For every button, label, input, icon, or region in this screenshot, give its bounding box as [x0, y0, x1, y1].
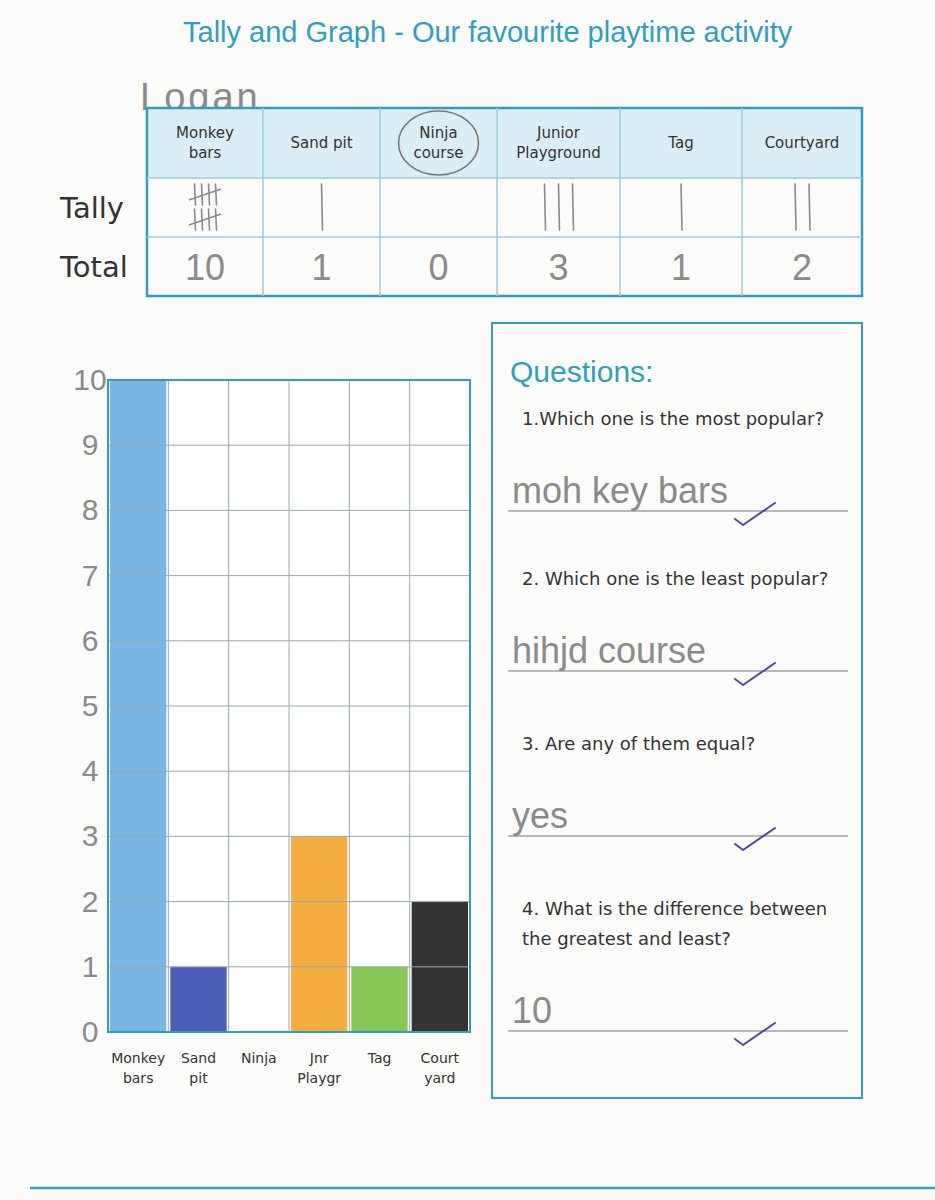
questions-frame [492, 323, 862, 1098]
y-tick-label: 1 [82, 950, 99, 983]
x-tick-label: Courtyard [421, 1050, 460, 1086]
answer-text: yes [512, 795, 568, 836]
tally-stroke [202, 184, 203, 205]
grid-line [108, 836, 470, 837]
table-col-line [496, 108, 498, 296]
y-tick-label: 2 [82, 885, 99, 918]
total-value: 2 [792, 247, 812, 288]
grid-line [108, 706, 470, 707]
check-mark [735, 1023, 775, 1045]
bar-chart: 0 1 2 3 4 5 6 7 8 9 10 Monkeybars Sandpit Ninja JnrPla… [73, 363, 470, 1086]
table-col-line [619, 108, 621, 296]
worksheet-title: Tally and Graph - Our favourite playtime… [183, 16, 793, 48]
footer-line [30, 1187, 935, 1190]
y-tick-label: 6 [82, 624, 99, 657]
column-head: Sand pit [290, 134, 352, 152]
grid-line [108, 771, 470, 772]
answer-text: 10 [512, 990, 552, 1031]
question-text: 2. Which one is the least popular? [522, 568, 828, 589]
y-tick-label: 0 [82, 1015, 99, 1048]
grid-line [108, 510, 470, 511]
y-tick-label: 5 [82, 689, 99, 722]
x-tick-label: Monkeybars [111, 1050, 165, 1086]
total-value: 0 [428, 247, 448, 288]
column-head: Monkeybars [176, 124, 234, 162]
plot-bg [108, 380, 470, 1032]
grid-line [108, 901, 470, 902]
tally-stroke [216, 209, 217, 230]
questions-title: Questions: [510, 355, 653, 388]
y-tick-label: 4 [82, 754, 99, 787]
question-text: 1.Which one is the most popular? [522, 408, 824, 429]
grid-line [108, 966, 470, 967]
bar [291, 836, 347, 1032]
tally-stroke [190, 189, 221, 200]
answer-text: hihjd course [512, 630, 706, 671]
x-tick-label: Tag [367, 1050, 392, 1066]
questions-box: Questions: 1.Which one is the most popula… [492, 323, 862, 1098]
table-row-line [147, 177, 862, 179]
total-value: 1 [671, 247, 691, 288]
tally-stroke [681, 184, 682, 230]
tally-stroke [545, 184, 546, 230]
grid-line [108, 640, 470, 641]
tally-stroke [195, 209, 196, 230]
x-tick-label: Sandpit [181, 1050, 216, 1086]
table-border [147, 108, 862, 296]
tally-stroke [209, 209, 210, 230]
x-tick-label: JnrPlaygr [297, 1050, 341, 1086]
table-col-line [741, 108, 743, 296]
grid-line [108, 575, 470, 576]
check-mark [735, 503, 775, 525]
x-tick-label: Ninja [241, 1050, 277, 1066]
y-tick-label: 7 [82, 559, 99, 592]
table-col-line [262, 108, 264, 296]
page: Tally and Graph - Our favourite playtime… [0, 0, 935, 1200]
table-header-bg [147, 108, 862, 178]
row-label: Total [59, 250, 128, 284]
tally-stroke [216, 184, 217, 205]
column-head: JuniorPlayground [516, 124, 600, 162]
check-mark [735, 828, 775, 850]
column-head: Tag [667, 134, 693, 152]
table-col-line [379, 108, 381, 296]
y-tick-label: 8 [82, 493, 99, 526]
tally-stroke [190, 214, 221, 225]
tally-stroke [195, 184, 196, 205]
row-label: Tally [59, 191, 124, 225]
question-text: 4. What is the difference betweenthe gre… [522, 898, 827, 949]
answer-line [508, 1030, 848, 1031]
total-value: 3 [548, 247, 568, 288]
bar [170, 967, 226, 1032]
column-head: Courtyard [765, 134, 840, 152]
y-tick-label: 9 [82, 428, 99, 461]
tally-stroke [322, 184, 323, 230]
circled-column [399, 111, 479, 175]
table-row-line [147, 236, 862, 238]
bar [351, 967, 407, 1032]
total-value: 10 [185, 247, 225, 288]
tally-stroke [202, 209, 203, 230]
y-tick-label: 3 [82, 819, 99, 852]
tally-stroke [573, 184, 574, 230]
tally-stroke [795, 184, 796, 230]
answer-text: moh key bars [512, 470, 728, 511]
column-head: Ninjacourse [413, 124, 463, 162]
tally-stroke [209, 184, 210, 205]
grid-line [108, 445, 470, 446]
tally-stroke [809, 184, 810, 230]
tally-stroke [559, 184, 560, 230]
question-text: 3. Are any of them equal? [522, 733, 755, 754]
plot-frame [108, 380, 470, 1032]
check-mark [735, 663, 775, 685]
tally-table: Monkeybars Sand pit Ninjacourse JuniorPlayg… [147, 108, 862, 296]
y-tick-label: 10 [73, 363, 106, 396]
total-value: 1 [311, 247, 331, 288]
